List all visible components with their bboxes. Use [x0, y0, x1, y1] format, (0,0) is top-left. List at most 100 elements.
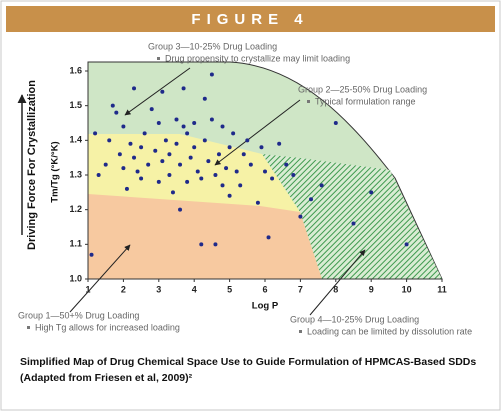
annotation-title: Group 3—10-25% Drug Loading [148, 41, 277, 51]
annotation-note: High Tg allows for increased loading [35, 322, 180, 332]
point [160, 89, 165, 94]
x-tick-label: 11 [437, 284, 447, 294]
y-tick-label: 1.1 [69, 239, 82, 249]
point [124, 186, 129, 191]
point [110, 103, 115, 108]
point [132, 86, 137, 91]
point [202, 96, 207, 101]
point [107, 138, 112, 143]
point [163, 138, 168, 143]
point [185, 179, 190, 184]
annotation-title: Group 4—10-25% Drug Loading [290, 314, 419, 324]
point [139, 176, 144, 181]
point [139, 145, 144, 150]
caption-line: Simplified Map of Drug Chemical Space Us… [20, 356, 476, 368]
point [117, 152, 122, 157]
x-tick-label: 3 [156, 284, 161, 294]
point [170, 190, 175, 195]
x-tick-label: 4 [192, 284, 197, 294]
annotation-title: Group 1—50+% Drug Loading [18, 310, 139, 320]
point [206, 159, 211, 164]
point [298, 214, 303, 219]
header-bar [6, 6, 495, 32]
x-tick-label: 8 [333, 284, 338, 294]
point [270, 176, 275, 181]
point [96, 173, 101, 177]
point [213, 173, 218, 177]
point [216, 152, 221, 157]
arrow [214, 99, 301, 166]
point [128, 141, 133, 146]
x-tick-label: 7 [298, 284, 303, 294]
point [89, 252, 94, 257]
point [192, 145, 197, 150]
point [263, 169, 267, 174]
point [181, 86, 186, 91]
point [156, 179, 161, 184]
point [351, 221, 356, 226]
point [202, 138, 207, 143]
point [224, 166, 229, 171]
x-tick-label: 2 [121, 284, 126, 294]
point [174, 117, 179, 122]
bullet [299, 330, 302, 333]
x-tick-label: 1 [85, 284, 90, 294]
bullet [27, 326, 30, 329]
point [404, 242, 409, 247]
point [266, 235, 271, 240]
group1-region [88, 194, 322, 279]
annotation-note: Loading can be limited by dissolution ra… [307, 326, 472, 336]
annotation-title: Group 2—25-50% Drug Loading [298, 84, 427, 94]
point [234, 169, 239, 174]
y-tick-label: 1.3 [69, 169, 82, 179]
group2-region [88, 134, 300, 212]
y-tick-label: 1.4 [69, 135, 82, 145]
point [291, 173, 296, 177]
point [209, 72, 214, 77]
point [309, 197, 314, 202]
annotation-note: Typical formulation range [315, 96, 416, 106]
point [149, 107, 154, 112]
x-tick-label: 9 [369, 284, 374, 294]
point [231, 131, 236, 136]
y-label: Tm/Tg (°K/°K) [50, 141, 61, 202]
point [241, 152, 246, 157]
x-tick-label: 5 [227, 284, 232, 294]
y-tick-label: 1.0 [69, 273, 82, 283]
arrow [309, 249, 366, 316]
point [284, 162, 289, 167]
point [153, 148, 158, 153]
point [188, 155, 193, 160]
point [369, 190, 374, 195]
point [245, 138, 250, 143]
point [181, 124, 186, 129]
point [227, 145, 232, 150]
y-tick-label: 1.5 [69, 100, 82, 110]
point [121, 124, 126, 129]
point [178, 207, 183, 212]
point [248, 162, 253, 167]
point [156, 121, 161, 125]
y-tick-label: 1.2 [69, 204, 82, 214]
point [167, 152, 172, 157]
point [174, 141, 179, 146]
x-tick-label: 10 [402, 284, 412, 294]
point [121, 166, 126, 171]
point [220, 124, 225, 129]
point [220, 183, 225, 188]
point [114, 110, 119, 115]
point [333, 121, 338, 125]
annotation-note: Drug propensity to crystallize may limit… [165, 53, 350, 63]
point [195, 169, 200, 174]
x-label: Log P [252, 301, 279, 312]
x-tick-label: 6 [262, 284, 267, 294]
point [178, 162, 183, 167]
y-tick-label: 1.6 [69, 65, 82, 75]
figure-label: FIGURE 4 [191, 11, 308, 28]
point [192, 121, 197, 125]
arrow [124, 67, 191, 116]
point [146, 162, 151, 167]
point [199, 242, 204, 247]
point [199, 176, 204, 181]
point [167, 173, 172, 177]
